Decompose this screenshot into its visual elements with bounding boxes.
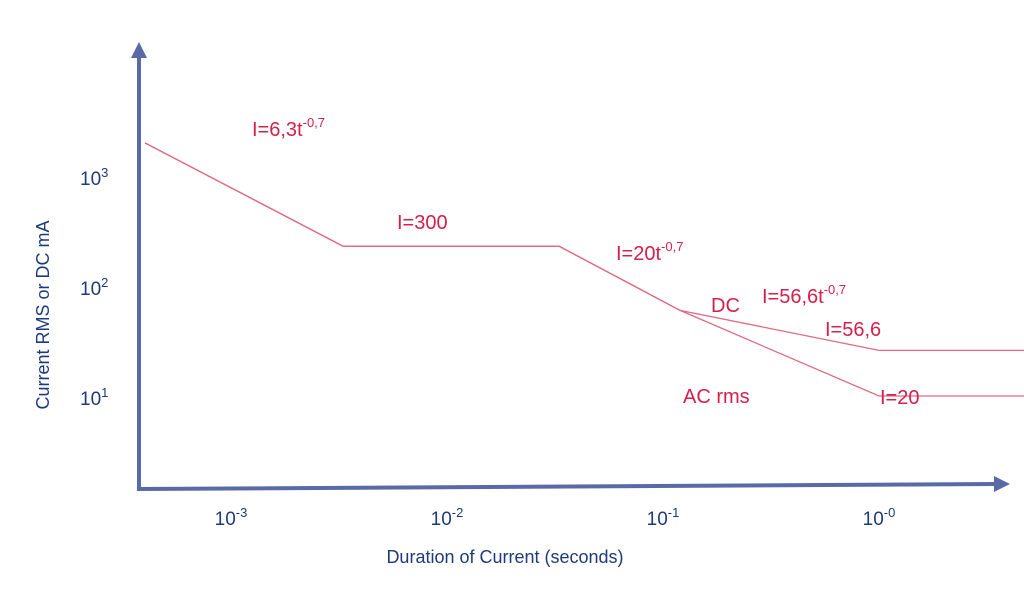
annotation-seg5: I=56,6	[825, 319, 881, 341]
axes	[131, 42, 1010, 492]
x-axis-title: Duration of Current (seconds)	[386, 547, 623, 567]
annotations: I=6,3t-0,7 I=300 I=20t-0,7 DC I=56,6t-0,7 I=5…	[252, 115, 919, 409]
annotation-ac: AC rms	[683, 386, 750, 408]
annotation-seg4: I=56,6t-0,7	[762, 282, 846, 308]
y-tick-labels: 103 102 101	[80, 165, 108, 410]
y-tick-label: 102	[80, 275, 108, 300]
x-axis-arrow	[994, 476, 1010, 492]
x-tick-label: 10-1	[647, 505, 680, 530]
annotation-seg1: I=6,3t-0,7	[252, 115, 325, 141]
x-tick-labels: 10-3 10-2 10-1 10-0	[215, 505, 896, 530]
annotation-dc: DC	[711, 295, 740, 317]
series-layer	[144, 142, 1024, 397]
x-tick-label: 10-0	[863, 505, 896, 530]
annotation-seg3: I=20t-0,7	[616, 239, 683, 265]
y-axis-arrow	[131, 42, 147, 58]
x-axis	[136, 482, 997, 491]
y-tick-label: 103	[80, 165, 108, 190]
series-line-dc	[144, 142, 1024, 352]
x-tick-label: 10-3	[215, 505, 248, 530]
series-line-ac-rms	[144, 142, 1024, 397]
annotation-seg2: I=300	[397, 212, 448, 234]
x-tick-label: 10-2	[431, 505, 464, 530]
y-axis-title: Current RMS or DC mA	[33, 220, 53, 409]
y-tick-label: 101	[80, 385, 108, 410]
annotation-seg6: I=20	[880, 387, 919, 409]
